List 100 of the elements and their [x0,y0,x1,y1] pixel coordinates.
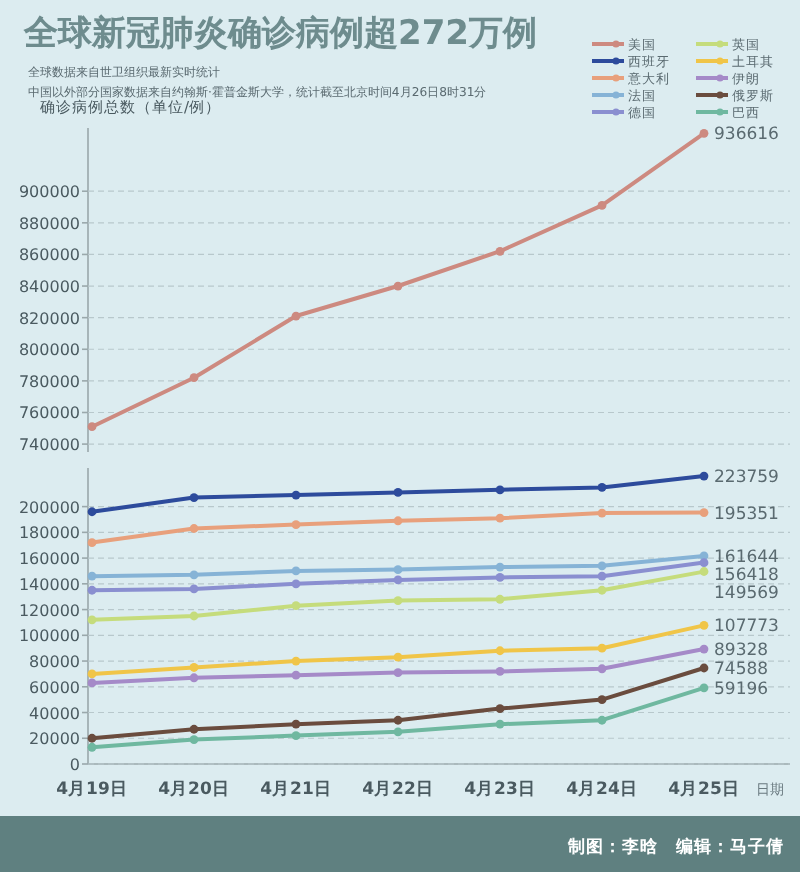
point [87,678,97,688]
y-tick-label: 80000 [29,653,80,672]
point [699,683,709,693]
point [87,422,97,432]
point [291,579,301,589]
point [597,508,607,518]
point [189,673,199,683]
point [393,727,403,737]
point [495,246,505,256]
point [393,281,403,291]
point [597,664,607,674]
point [291,601,301,611]
point [189,524,199,533]
point [699,567,709,576]
point [699,620,709,630]
point [189,493,199,502]
y-tick-label: 60000 [29,678,80,697]
y-tick-label: 740000 [18,436,80,455]
point [87,585,97,595]
point [597,643,607,653]
point [597,561,607,571]
point [495,562,505,572]
point [597,715,607,725]
point [291,311,301,321]
x-tick-label: 4月20日 [158,778,230,800]
point [87,742,97,752]
data-label: 936616 [714,125,779,146]
x-tick-label: 4月21日 [260,778,332,800]
point [393,488,403,497]
point [189,663,199,672]
y-tick-label: 120000 [18,601,80,620]
y-tick-label: 20000 [29,730,80,749]
y-tick-label: 180000 [18,524,80,543]
point [393,652,403,662]
point [597,695,607,705]
point [495,513,505,523]
data-label: 74588 [714,660,769,681]
point [699,508,709,517]
point [87,733,97,743]
point [393,668,403,678]
x-tick-label: 4月22日 [362,778,434,800]
point [597,201,607,210]
point [189,584,199,594]
data-label: 161644 [714,547,779,568]
point [495,485,505,495]
data-label: 89328 [714,641,769,662]
point [87,538,97,548]
point [87,669,97,679]
point [87,571,97,581]
data-label: 156418 [714,565,779,586]
y-tick-label: 900000 [18,183,80,202]
point [699,471,709,481]
y-tick-label: 40000 [29,704,80,723]
x-tick-label: 4月19日 [56,778,128,800]
chart-title: 全球新冠肺炎确诊病例超272万例 [22,14,537,54]
point [291,656,301,666]
x-tick-label: 4月23日 [464,778,536,800]
data-label: 59196 [714,679,769,700]
point [189,373,199,383]
point [699,663,709,673]
point [495,704,505,714]
data-label: 107773 [714,617,779,638]
point [393,715,403,725]
point [699,558,709,568]
point [291,520,301,530]
y-tick-label: 880000 [18,214,80,233]
data-label: 195351 [714,504,779,525]
point [495,719,505,729]
y-tick-label: 860000 [18,246,80,265]
data-label: 223759 [714,468,779,489]
point [291,719,301,729]
y-tick-label: 160000 [18,550,80,569]
y-tick-label: 0 [69,756,80,774]
point [291,731,301,741]
y-tick-label: 200000 [18,498,80,517]
data-label: 149569 [714,583,779,604]
point [699,644,709,654]
y-tick-label: 840000 [18,278,80,297]
point [189,724,199,734]
point [189,570,199,580]
point [87,615,97,625]
point [393,596,403,605]
x-tick-label: 4月25日 [668,778,740,800]
y-tick-label: 820000 [18,309,80,328]
point [291,490,301,500]
y-tick-label: 140000 [18,575,80,594]
point [495,666,505,676]
point [699,128,709,138]
text: 制图：李晗 编辑：马子倩 [566,836,784,858]
point [495,594,505,604]
point [189,611,199,621]
point [87,507,97,517]
point [189,735,199,744]
point [597,585,607,595]
point [597,482,607,492]
point [291,670,301,680]
point [495,646,505,656]
y-tick-label: 780000 [18,372,80,391]
point [393,565,403,575]
y-tick-label: 800000 [18,341,80,360]
